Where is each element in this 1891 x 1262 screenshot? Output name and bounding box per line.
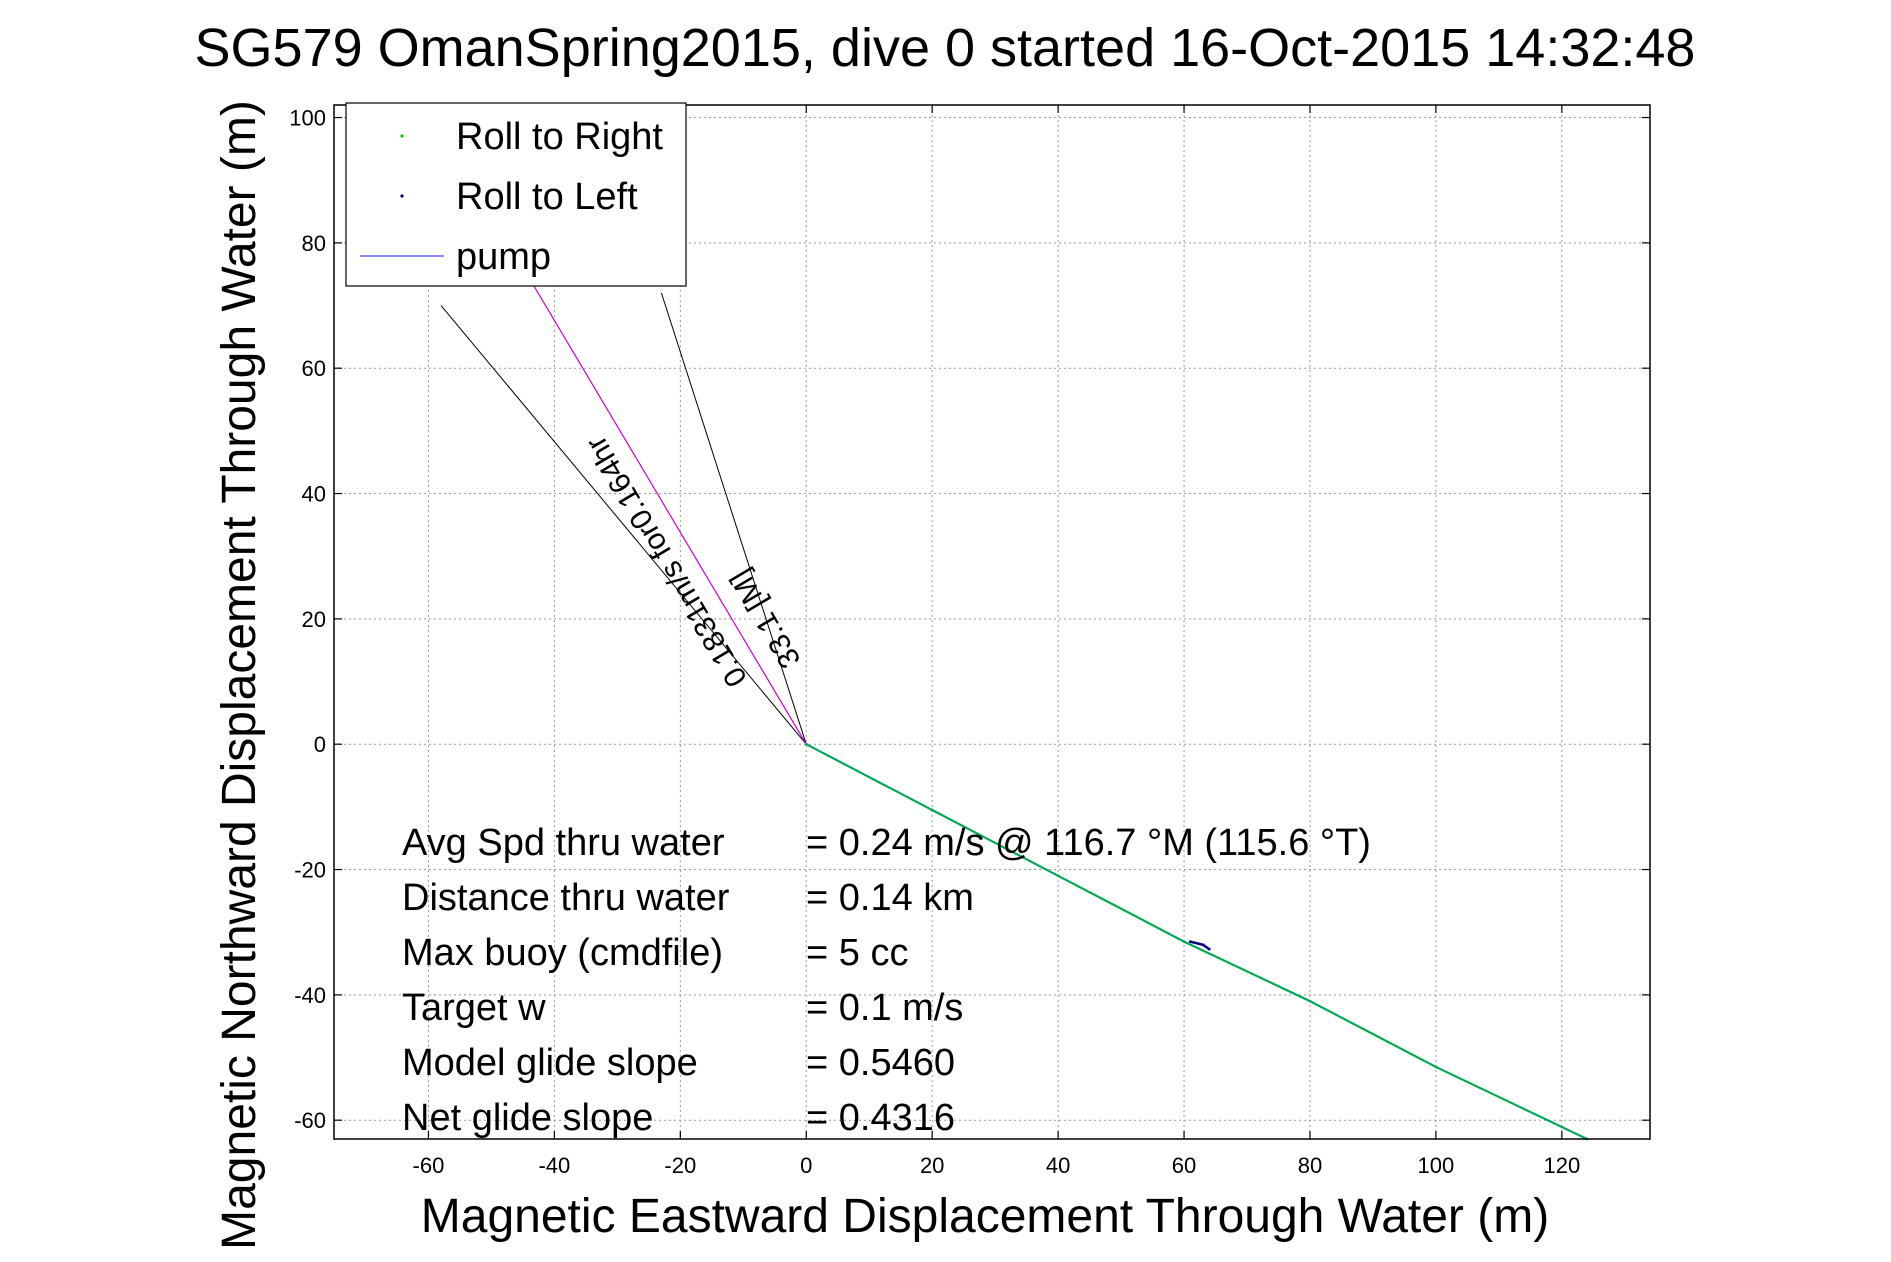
axes-box	[333, 104, 1651, 1140]
chart-title: SG579 OmanSpring2015, dive 0 started 16-…	[195, 18, 1696, 78]
y-ticks: -60 -40 -20 0 20 40 60 80 100	[289, 106, 1650, 1133]
y-tick-label: 100	[289, 106, 326, 131]
y-tick-label: 60	[302, 356, 326, 381]
x-tick-label: -40	[538, 1153, 570, 1178]
stat-label: Net glide slope	[402, 1097, 653, 1139]
x-axis-label: Magnetic Eastward Displacement Through W…	[421, 1190, 1549, 1243]
stat-value: = 0.5460	[806, 1042, 955, 1084]
stat-value: = 5 cc	[806, 932, 908, 974]
x-tick-label: 0	[800, 1153, 812, 1178]
y-tick-label: -20	[294, 858, 326, 883]
stat-label: Distance thru water	[402, 877, 730, 919]
stat-label: Avg Spd thru water	[402, 822, 725, 864]
x-tick-label: 60	[1172, 1153, 1196, 1178]
cone-line	[440, 305, 807, 745]
x-ticks: -60 -40 -20 0 20 40 60 80 100 120	[413, 105, 1580, 1178]
y-tick-label: -40	[294, 983, 326, 1008]
data-point	[804, 742, 808, 746]
legend-marker	[400, 134, 404, 138]
data-point	[1434, 1065, 1438, 1069]
x-tick-label: 40	[1046, 1153, 1070, 1178]
x-tick-label: -20	[664, 1153, 696, 1178]
x-tick-label: 80	[1298, 1153, 1322, 1178]
stat-value: = 0.24 m/s @ 116.7 °M (115.6 °T)	[806, 822, 1371, 864]
data-point	[1201, 943, 1205, 947]
stat-value: = 0.1 m/s	[806, 987, 963, 1029]
x-tick-label: -60	[413, 1153, 445, 1178]
y-axis-label: Magnetic Northward Displacement Through …	[213, 100, 266, 1250]
grid	[334, 105, 1650, 1139]
stat-value: = 0.4316	[806, 1097, 955, 1139]
data-point	[1056, 874, 1060, 878]
y-tick-label: 0	[314, 732, 326, 757]
y-tick-label: -60	[294, 1108, 326, 1133]
stat-label: Target w	[402, 987, 546, 1029]
y-tick-label: 80	[302, 231, 326, 256]
legend: Roll to Right Roll to Left pump	[345, 102, 687, 287]
legend-label: Roll to Left	[456, 176, 638, 218]
data-point	[1308, 999, 1312, 1003]
legend-label: pump	[456, 236, 551, 278]
stat-value: = 0.14 km	[806, 877, 974, 919]
y-tick-label: 40	[302, 482, 326, 507]
x-tick-label: 120	[1543, 1153, 1580, 1178]
x-tick-label: 100	[1418, 1153, 1455, 1178]
x-tick-label: 20	[920, 1153, 944, 1178]
stats-block: Avg Spd thru water = 0.24 m/s @ 116.7 °M …	[402, 822, 1371, 1139]
data-point	[1182, 940, 1186, 943]
stat-label: Max buoy (cmdfile)	[402, 932, 723, 974]
y-tick-label: 20	[302, 607, 326, 632]
cone-line	[660, 292, 807, 745]
data-point	[1188, 940, 1192, 943]
legend-marker	[400, 194, 404, 198]
data-point	[1207, 947, 1211, 951]
data-point	[930, 808, 934, 812]
legend-label: Roll to Right	[456, 116, 663, 158]
stat-label: Model glide slope	[402, 1042, 698, 1084]
